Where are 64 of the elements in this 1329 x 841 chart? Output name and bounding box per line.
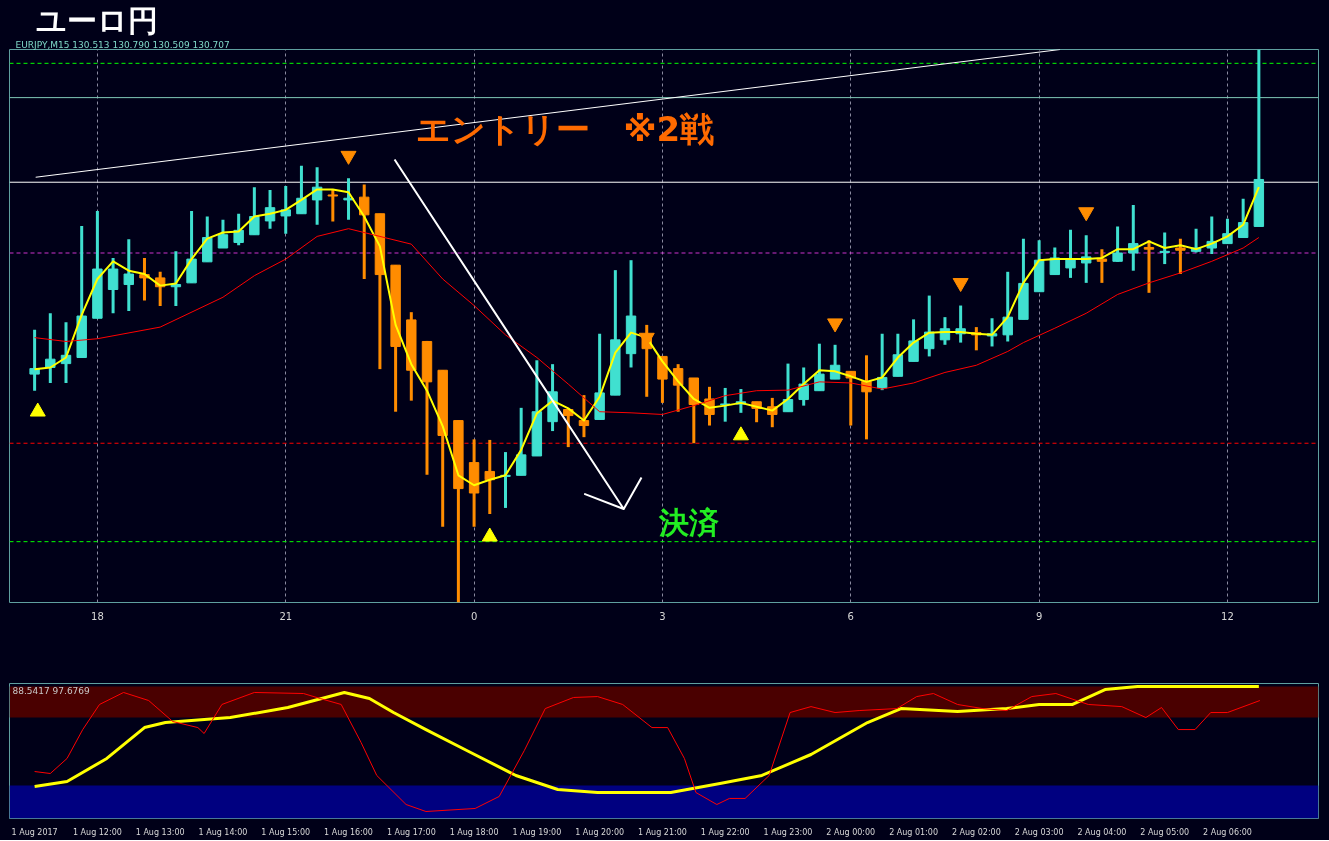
candlestick [249,187,260,236]
candlestick [1159,232,1170,266]
x-tick-label: 1 Aug 23:00 [763,827,813,837]
point [827,318,844,333]
point [481,527,498,542]
candlestick [186,210,197,284]
annotation: 決済 [657,505,719,540]
candlestick [1002,270,1013,342]
x-tick-label: 0 [470,610,478,622]
x-tick-label: 1 Aug 16:00 [324,827,373,837]
candlestick [484,438,495,515]
x-tick-label: 1 Aug 18:00 [449,827,499,837]
x-tick-label: 6 [847,610,854,622]
candlestick [1143,240,1155,293]
x-tick-label: 1 Aug 22:00 [700,827,750,837]
candlestick [233,213,244,246]
x-tick-label: 2 Aug 01:00 [889,827,938,837]
x-tick-label: 2 Aug 06:00 [1203,827,1252,837]
point [340,150,357,165]
x-tick-label: 1 Aug 13:00 [135,827,185,837]
x-tick-label: 1 Aug 20:00 [575,827,625,837]
x-tick-label: 2 Aug 04:00 [1077,827,1127,837]
x-tick-label: 1 Aug 2017 [11,827,58,837]
candlestick [814,343,825,392]
x-tick-label: 1 Aug 12:00 [72,827,122,837]
x-tick-label: 3 [659,610,666,622]
point [29,402,46,417]
candlestick [280,186,291,234]
candlestick [1112,226,1123,262]
candlestick [876,333,888,392]
candlestick [578,395,590,439]
x-tick-label: 1 Aug 14:00 [198,827,248,837]
candlestick [217,218,229,249]
candlestick [29,328,40,391]
x-tick-label: 21 [279,610,293,622]
candlestick [515,406,527,476]
x-tick-label: 2 Aug 05:00 [1140,827,1190,837]
candlestick [107,257,119,314]
x-tick-label: 9 [1035,610,1043,622]
x-tick-label: 2 Aug 02:00 [951,827,1001,837]
x-tick-label: 2 Aug 03:00 [1014,827,1064,837]
x-tick-label: 12 [1221,610,1234,622]
x-tick-label: 1 Aug 17:00 [386,827,436,837]
annotation: 88.5417 97.6769 [12,685,91,696]
x-tick-label: 1 Aug 19:00 [512,827,562,837]
chart-title: ユーロ円 [35,2,158,38]
candlestick [123,239,134,312]
candlestick [359,184,370,279]
candlestick [924,295,935,357]
candlestick [296,165,307,215]
x-tick-label: 18 [91,610,104,622]
point [952,278,969,293]
candlestick [908,319,919,362]
candlestick [1065,228,1076,278]
point [1078,207,1095,222]
candlestick [343,178,354,220]
candlestick [327,189,339,222]
annotation: EURJPY,M15 130.513 130.790 130.509 130.707 [15,39,230,50]
x-tick-label: 1 Aug 21:00 [638,827,687,837]
x-tick-label: 1 Aug 15:00 [261,827,311,837]
candlestick [1175,238,1186,275]
candlestick [1096,249,1108,283]
point [732,426,749,441]
x-tick-label: 2 Aug 00:00 [826,827,876,837]
